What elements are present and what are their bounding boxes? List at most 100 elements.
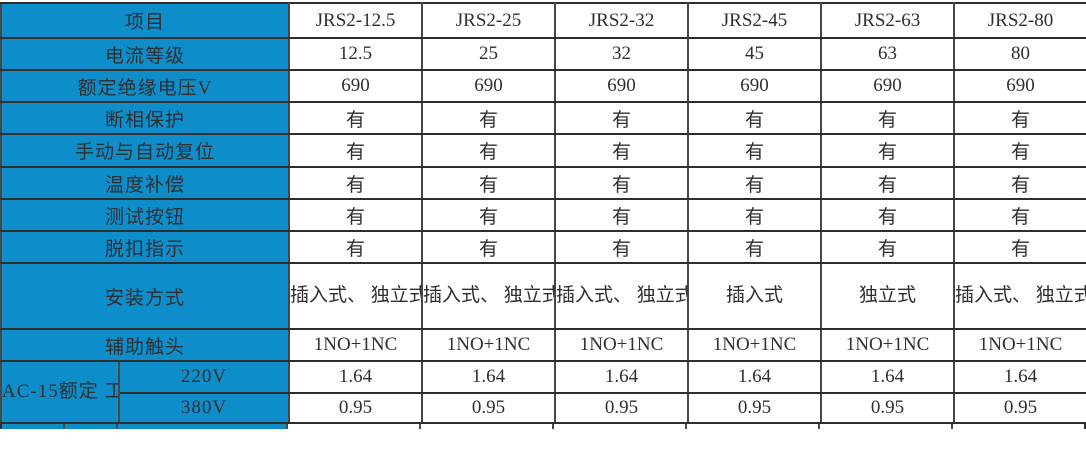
partial-cell: [687, 424, 820, 429]
table-cell: 690: [687, 69, 823, 103]
row-label-ac15-working-current: AC-15额定 工作电流A: [0, 360, 120, 424]
model-header-cell: JRS2-80: [953, 2, 1086, 39]
partial-cell: [820, 424, 953, 429]
table-cell: 有: [421, 133, 557, 168]
table-cell: 有: [820, 230, 956, 264]
table-cell: 插入式、 独立式: [288, 262, 424, 330]
partial-cell: [421, 424, 554, 429]
model-header-cell: JRS2-25: [421, 2, 557, 39]
table-cell: 有: [687, 101, 823, 135]
table-cell: 有: [953, 133, 1086, 168]
row-label-phase-failure-protection: 断相保护: [0, 101, 291, 135]
table-cell: 25: [421, 37, 557, 71]
partial-cell: [953, 424, 1084, 429]
table-row-ac15-220v: AC-15额定 工作电流A 220V 1.64 1.64 1.64 1.64 1…: [0, 360, 1086, 424]
table-cell: 有: [820, 133, 956, 168]
table-cell: 插入式、 独立式: [421, 262, 557, 330]
table-cell: 有: [288, 230, 424, 264]
table-cell: 0.95: [421, 392, 557, 424]
table-cell: 有: [554, 230, 690, 264]
table-cell: 1.64: [953, 360, 1086, 394]
table-cell: 有: [421, 230, 557, 264]
table-row-test-button: 测试按钮 有 有 有 有 有 有: [0, 198, 1086, 232]
header-item-label: 项目: [0, 2, 291, 39]
table-cell: 插入式、 独立式: [953, 262, 1086, 330]
row-label-temperature-compensation: 温度补偿: [0, 166, 291, 200]
table-cell: 0.95: [288, 392, 424, 424]
table-cell: 有: [554, 133, 690, 168]
table-cell: 有: [421, 101, 557, 135]
table-cell: 有: [687, 166, 823, 200]
partial-cell: [65, 424, 118, 429]
model-header-cell: JRS2-12.5: [288, 2, 424, 39]
spec-table: 项目 JRS2-12.5 JRS2-25 JRS2-32 JRS2-45 JRS…: [0, 2, 1086, 424]
table-cell: 690: [953, 69, 1086, 103]
partial-cell: [118, 424, 288, 429]
table-cell: 1.64: [288, 360, 424, 394]
row-label-test-button: 测试按钮: [0, 198, 291, 232]
table-cell: 80: [953, 37, 1086, 71]
model-header-cell: JRS2-45: [687, 2, 823, 39]
partial-cell: [554, 424, 687, 429]
table-row-insulation-voltage: 额定绝缘电压V 690 690 690 690 690 690: [0, 69, 1086, 103]
table-cell: 32: [554, 37, 690, 71]
table-cell: 插入式、 独立式: [554, 262, 690, 330]
table-cell: 有: [687, 133, 823, 168]
row-label-auxiliary-contacts: 辅助触头: [0, 328, 291, 362]
row-sublabel-220v: 220V: [117, 360, 291, 394]
table-cell: 有: [554, 166, 690, 200]
table-cell: 0.95: [687, 392, 823, 424]
partial-cell: [288, 424, 421, 429]
table-cell: 45: [687, 37, 823, 71]
table-cell: 有: [953, 101, 1086, 135]
table-row-manual-auto-reset: 手动与自动复位 有 有 有 有 有 有: [0, 133, 1086, 168]
table-cell: 有: [421, 198, 557, 232]
table-cell: 63: [820, 37, 956, 71]
table-cell: 有: [288, 166, 424, 200]
table-cell: 1NO+1NC: [953, 328, 1086, 362]
table-cell: 1NO+1NC: [421, 328, 557, 362]
table-cell: 有: [953, 198, 1086, 232]
table-cell: 1.64: [687, 360, 823, 394]
table-cell: 有: [953, 230, 1086, 264]
table-cell: 独立式: [820, 262, 956, 330]
row-label-trip-indication: 脱扣指示: [0, 230, 291, 264]
table-cell: 690: [288, 69, 424, 103]
table-cell: 0.95: [820, 392, 956, 424]
table-cell: 1NO+1NC: [820, 328, 956, 362]
partial-cell: [2, 424, 65, 429]
row-label-manual-auto-reset: 手动与自动复位: [0, 133, 291, 168]
header-row: 项目 JRS2-12.5 JRS2-25 JRS2-32 JRS2-45 JRS…: [0, 2, 1086, 39]
table-row-mounting-type: 安装方式 插入式、 独立式 插入式、 独立式 插入式、 独立式 插入式 独立式 …: [0, 262, 1086, 330]
table-row-auxiliary-contacts: 辅助触头 1NO+1NC 1NO+1NC 1NO+1NC 1NO+1NC 1NO…: [0, 328, 1086, 362]
table-cell: 1.64: [554, 360, 690, 394]
table-cell: 1NO+1NC: [288, 328, 424, 362]
table-cell: 0.95: [953, 392, 1086, 424]
table-cell: 有: [288, 198, 424, 232]
table-row-phase-failure-protection: 断相保护 有 有 有 有 有 有: [0, 101, 1086, 135]
table-cell: 1.64: [421, 360, 557, 394]
table-row-trip-indication: 脱扣指示 有 有 有 有 有 有: [0, 230, 1086, 264]
table-cell: 有: [421, 166, 557, 200]
table-cell: 有: [554, 101, 690, 135]
table-cell: 有: [554, 198, 690, 232]
table-cell: 有: [820, 166, 956, 200]
table-cell: 690: [820, 69, 956, 103]
next-row-partial: [0, 424, 1086, 429]
table-cell: 690: [421, 69, 557, 103]
model-header-cell: JRS2-63: [820, 2, 956, 39]
table-cell: 1NO+1NC: [554, 328, 690, 362]
table-cell: 0.95: [554, 392, 690, 424]
table-cell: 12.5: [288, 37, 424, 71]
table-cell: 1.64: [820, 360, 956, 394]
table-cell: 有: [820, 198, 956, 232]
table-cell: 有: [687, 198, 823, 232]
table-cell: 690: [554, 69, 690, 103]
table-cell: 有: [687, 230, 823, 264]
table-cell: 有: [820, 101, 956, 135]
row-sublabel-380v: 380V: [117, 392, 291, 424]
table-cell: 有: [953, 166, 1086, 200]
row-label-mounting-type: 安装方式: [0, 262, 291, 330]
row-label-insulation-voltage: 额定绝缘电压V: [0, 69, 291, 103]
